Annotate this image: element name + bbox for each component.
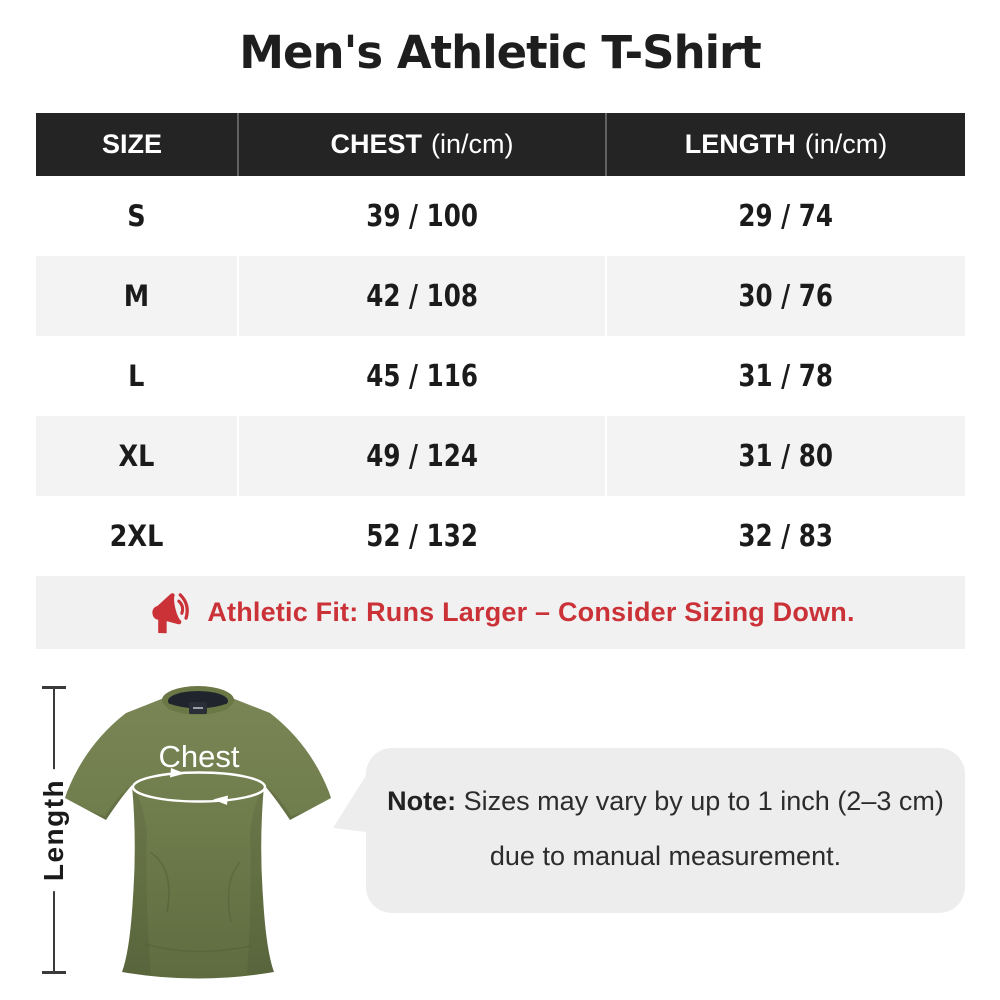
header-length-unit: (in/cm) <box>804 129 888 159</box>
size-table: SIZE CHEST (in/cm) LENGTH (in/cm) S 39 / 1… <box>36 113 965 649</box>
cell-size-l: L <box>128 359 145 393</box>
length-measure-indicator: Length <box>34 686 74 974</box>
measure-cap-top <box>42 686 66 689</box>
note-line-2: due to manual measurement. <box>489 840 842 871</box>
cell-size-xl: XL <box>118 439 155 473</box>
tshirt-image: Chest <box>65 686 331 979</box>
table-row-2xl: 2XL 52 / 132 32 / 83 <box>36 496 965 576</box>
page-title: Men's Athletic T-Shirt <box>239 26 762 79</box>
header-chest: CHEST (in/cm) <box>237 113 605 176</box>
bubble-tail <box>333 774 367 832</box>
megaphone-icon <box>152 592 190 633</box>
cell-chest-l: 45 / 116 <box>237 336 605 416</box>
tshirt-body <box>65 692 331 979</box>
cell-size-m: M <box>123 279 150 313</box>
cell-size-s: S <box>127 199 146 233</box>
chest-label: Chest <box>159 739 240 774</box>
table-row-s: S 39 / 100 29 / 74 <box>36 176 965 256</box>
note-line-1: Note: Sizes may vary by up to 1 inch (2–… <box>387 786 944 817</box>
cell-chest-2xl: 52 / 132 <box>237 496 605 576</box>
cell-length-m: 30 / 76 <box>605 256 965 336</box>
chest-arrow-left <box>213 795 228 805</box>
cell-length-2xl: 32 / 83 <box>605 496 965 576</box>
note-prefix: Note: <box>387 785 457 816</box>
header-size-label: SIZE <box>101 129 162 159</box>
collar-brand-tag <box>189 702 207 714</box>
note-line1-text: Sizes may vary by up to 1 inch (2–3 cm) <box>456 785 944 816</box>
table-row-m: M 42 / 108 30 / 76 <box>36 256 965 336</box>
cell-chest-m: 42 / 108 <box>237 256 605 336</box>
header-chest-unit: (in/cm) <box>431 129 514 159</box>
chest-arrow-right <box>170 768 185 778</box>
cell-chest-xl: 49 / 124 <box>237 416 605 496</box>
header-size: SIZE <box>36 113 237 176</box>
chest-measure-ellipse <box>131 771 267 803</box>
header-length-label: LENGTH <box>684 129 796 159</box>
note-bubble: Note: Sizes may vary by up to 1 inch (2–… <box>333 748 965 913</box>
fit-note-row: Athletic Fit: Runs Larger – Consider Siz… <box>36 576 965 649</box>
table-row-xl: XL 49 / 124 31 / 80 <box>36 416 965 496</box>
table-header-row: SIZE CHEST (in/cm) LENGTH (in/cm) <box>36 113 965 176</box>
cell-length-xl: 31 / 80 <box>605 416 965 496</box>
header-chest-label: CHEST <box>330 129 422 159</box>
cell-length-s: 29 / 74 <box>605 176 965 256</box>
header-length: LENGTH (in/cm) <box>605 113 965 176</box>
cell-chest-s: 39 / 100 <box>237 176 605 256</box>
table-row-l: L 45 / 116 31 / 78 <box>36 336 965 416</box>
cell-length-l: 31 / 78 <box>605 336 965 416</box>
measure-cap-bottom <box>42 971 66 974</box>
fit-note-text: Athletic Fit: Runs Larger – Consider Siz… <box>207 597 855 627</box>
cell-size-2xl: 2XL <box>109 519 164 553</box>
